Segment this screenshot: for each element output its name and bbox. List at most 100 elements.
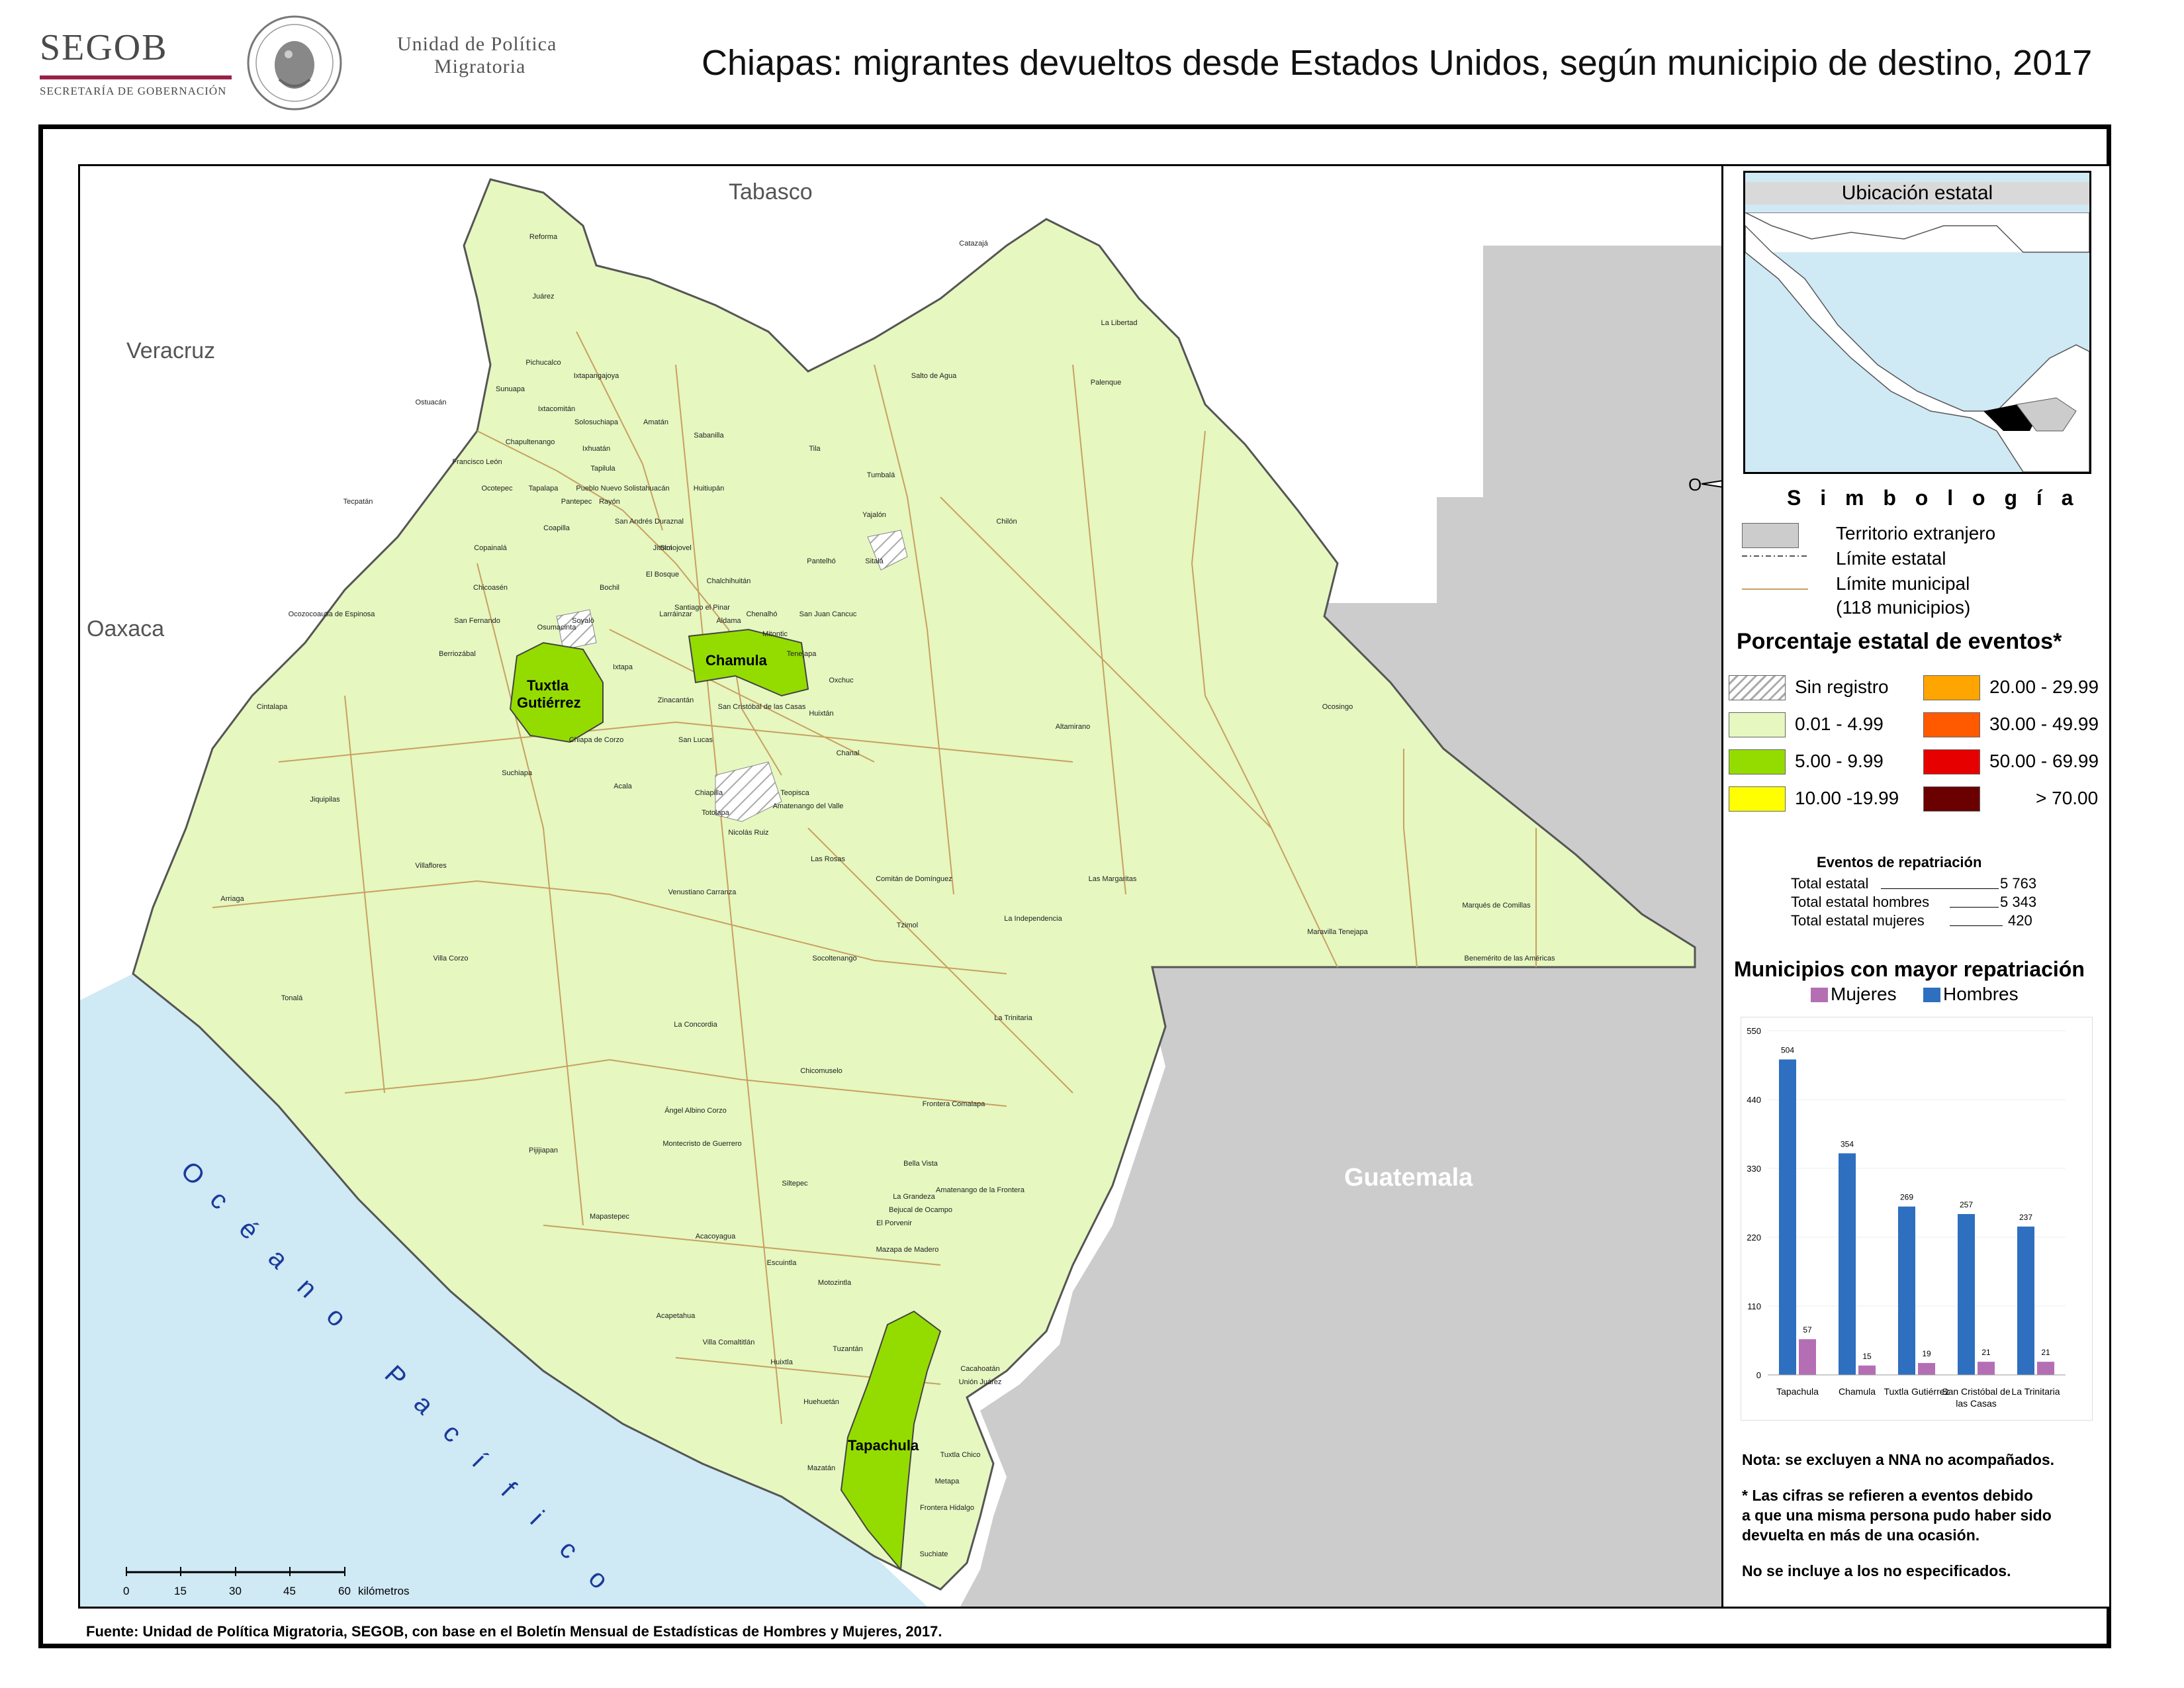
municipality-label: Suchiate [920,1550,948,1558]
municipality-label: Tumbalá [867,471,895,479]
municipality-label: Escuintla [767,1259,797,1267]
events-total-value: 5 763 [2000,875,2037,892]
municipality-label: Aldama [716,617,741,625]
page-title: Chiapas: migrantes devueltos desde Estad… [702,43,2093,83]
north-arrow-icon: N S E O [1688,475,1721,494]
municipality-label: Las Margaritas [1089,875,1137,883]
note-asterisk-1: * Las cifras se refieren a eventos debid… [1742,1487,2033,1504]
municipality-label: Palenque [1091,379,1122,387]
note-nna: Nota: se excluyen a NNA no acompañados. [1742,1451,2055,1468]
guatemala-territory-north [1258,246,1721,967]
municipality-label: Simojovel [660,544,692,552]
legend-class-swatch [1729,749,1786,774]
scale-tick-15: 15 [174,1585,187,1597]
municipality-label: Santiago el Pinar [674,604,730,612]
municipality-label: Villa Corzo [433,955,469,962]
municipality-label: Tonalá [281,994,303,1002]
municipality-label: Acapetahua [657,1312,696,1320]
segob-logo-bar [40,75,232,79]
events-line-3 [1950,925,2003,926]
municipality-label: Montecristo de Guerrero [662,1140,741,1148]
municipality-label: Soyaló [572,617,594,625]
events-line-1 [1881,888,1999,889]
events-line-2 [1950,907,1999,908]
municipality-label: Chicoasén [473,584,508,592]
municipality-label: Ixtapangajoya [574,372,619,380]
municipality-label: Motozintla [818,1279,852,1287]
municipality-label: Coapilla [543,524,570,532]
scale-unit: kilómetros [358,1585,409,1597]
municipality-label: San Fernando [454,617,500,625]
municipality-label: Teopisca [780,789,809,797]
bar-mujeres [1978,1362,1995,1375]
municipality-label: Tenejapa [787,650,817,658]
upm-logo: Unidad de Política Migratoria [397,33,557,78]
chart-legend-hombres-swatch [1923,988,1940,1002]
municipality-label: Ocozocoautla de Espinosa [289,610,376,618]
municipality-label: Chenalhó [746,610,777,618]
bar-mujeres [1858,1365,1876,1375]
municipality-label: La Libertad [1101,319,1137,327]
municipality-label: Mazapa de Madero [876,1246,939,1254]
scale-bar: 0 15 30 45 60 kilómetros [120,1563,464,1603]
legend-municipal-count: (118 municipios) [1836,597,1971,618]
municipality-label: Jitotol [653,544,672,552]
upm-line-2: Migratoria [434,56,526,77]
municipality-label: Nicolás Ruiz [728,829,768,837]
legend-class-swatch [1923,786,1980,812]
chart-data-label: 257 [1960,1200,1973,1209]
municipality-label: San Juan Cancuc [799,610,857,618]
chart-legend-mujeres: Mujeres [1831,984,1897,1004]
legend-class-label: 5.00 - 9.99 [1795,751,1884,771]
municipality-label: Mazatán [807,1464,835,1472]
chiapas-state [132,178,1696,1591]
municipality-label: Sunuapa [496,385,525,393]
events-women-value: 420 [2008,912,2032,929]
municipality-label: Frontera Comalapa [923,1100,986,1108]
chart-ytick-label: 330 [1747,1164,1761,1174]
segob-logo: SEGOB SECRETARÍA DE GOBERNACIÓN [40,26,238,97]
municipality-label: Unión Juárez [959,1378,1002,1386]
note-asterisk-2: a que una misma persona pudo haber sido [1742,1507,2052,1524]
segob-logo-subtitle: SECRETARÍA DE GOBERNACIÓN [40,85,227,97]
legend-class-swatch [1729,786,1786,812]
porcentaje-title: Porcentaje estatal de eventos* [1737,629,2062,654]
label-tuxtla-2: Gutiérrez [517,694,581,711]
legend-line-state [1742,555,1808,557]
municipality-label: Siltepec [782,1180,808,1188]
municipality-label: Francisco León [452,458,502,466]
municipality-label: Cintalapa [257,703,288,711]
label-oaxaca: Oaxaca [87,616,164,641]
municipality-label: Amatán [643,418,668,426]
municipality-label: Frontera Hidalgo [920,1504,974,1512]
municipality-label: Tapalapa [529,485,559,492]
municipality-label: Chapultenango [506,438,555,446]
municipality-label: Tzimol [897,921,918,929]
legend-swatch-foreign [1742,523,1799,548]
events-women-label: Total estatal mujeres [1791,912,1925,929]
municipality-label: Ixhuatán [582,445,610,453]
municipality-label: Amatenango del Valle [773,802,844,810]
note-no-especificados: No se incluye a los no especificados. [1742,1562,2011,1579]
inset-map: Ubicación estatal [1743,171,2091,474]
municipality-label: San Andrés Duraznal [615,518,684,526]
chart-ytick-label: 110 [1747,1301,1761,1311]
municipality-label: Pichucalco [525,359,561,367]
municipality-label: Benemérito de las Américas [1465,955,1555,962]
bar-hombres [1958,1214,1975,1375]
municipality-label: Chanal [837,749,860,757]
municipality-label: San Cristóbal de las Casas [718,703,806,711]
chart-category-label: La Trinitaria [2011,1386,2060,1397]
upm-line-1: Unidad de Política [397,33,557,55]
chart-data-label: 269 [1900,1193,1913,1202]
municipality-label: Solosuchiapa [574,418,619,426]
municipio-tuxtla-gutierrez [509,641,604,743]
scale-tick-60: 60 [338,1585,351,1597]
municipality-label: Pantepec [561,498,592,506]
scale-tick-30: 30 [229,1585,242,1597]
inset-title: Ubicación estatal [1745,182,2089,205]
municipality-label: San Lucas [678,736,713,744]
sin-registro-osumacinta [556,609,597,650]
legend-class-label: 20.00 - 29.99 [1989,677,2099,697]
municipality-label: Tuzantán [833,1345,862,1353]
